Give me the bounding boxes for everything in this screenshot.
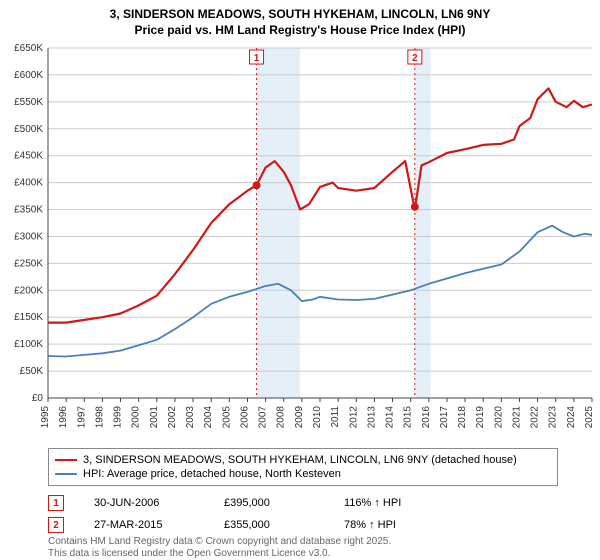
svg-text:£250K: £250K [14, 258, 43, 269]
svg-text:£600K: £600K [14, 70, 43, 81]
svg-text:2020: 2020 [493, 406, 504, 429]
svg-text:2017: 2017 [439, 406, 450, 429]
sale-price: £395,000 [224, 497, 314, 509]
svg-text:2006: 2006 [239, 406, 250, 429]
svg-text:2: 2 [412, 53, 418, 64]
svg-text:£550K: £550K [14, 97, 43, 108]
svg-text:2018: 2018 [457, 406, 468, 429]
sale-hpi: 78% ↑ HPI [344, 519, 454, 531]
attribution-line1: Contains HM Land Registry data © Crown c… [48, 536, 391, 548]
svg-text:£100K: £100K [14, 339, 43, 350]
svg-text:2011: 2011 [330, 406, 341, 428]
sale-price: £355,000 [224, 519, 314, 531]
legend-swatch [55, 473, 77, 475]
legend-swatch [55, 459, 77, 461]
svg-text:2024: 2024 [566, 406, 577, 429]
svg-text:£0: £0 [32, 393, 44, 404]
svg-text:2005: 2005 [221, 406, 232, 429]
svg-text:£300K: £300K [14, 231, 43, 242]
sale-hpi: 116% ↑ HPI [344, 497, 454, 509]
chart-title-line2: Price paid vs. HM Land Registry's House … [0, 22, 600, 38]
svg-text:£350K: £350K [14, 205, 43, 216]
svg-text:2003: 2003 [185, 406, 196, 429]
svg-text:1999: 1999 [113, 406, 124, 429]
svg-text:2004: 2004 [203, 406, 214, 429]
legend-label: HPI: Average price, detached house, Nort… [83, 468, 341, 480]
svg-text:1: 1 [254, 53, 260, 64]
chart-svg: £0 £50K £100K £150K £200K £250K £300K £350K £400… [0, 42, 600, 442]
svg-text:2022: 2022 [530, 406, 541, 429]
svg-text:£500K: £500K [14, 124, 43, 135]
sale-date: 30-JUN-2006 [94, 497, 194, 509]
svg-text:£50K: £50K [20, 366, 44, 377]
svg-text:2010: 2010 [312, 406, 323, 429]
sale-row: 1 30-JUN-2006 £395,000 116% ↑ HPI [48, 492, 558, 514]
svg-text:2014: 2014 [385, 406, 396, 429]
attribution-line2: This data is licensed under the Open Gov… [48, 548, 391, 560]
svg-text:2015: 2015 [403, 406, 414, 429]
svg-text:£200K: £200K [14, 285, 43, 296]
sale-date: 27-MAR-2015 [94, 519, 194, 531]
svg-text:2016: 2016 [421, 406, 432, 429]
svg-text:2013: 2013 [366, 406, 377, 429]
svg-text:2002: 2002 [167, 406, 178, 429]
svg-text:2019: 2019 [475, 406, 486, 429]
sale-row: 2 27-MAR-2015 £355,000 78% ↑ HPI [48, 514, 558, 536]
svg-text:2012: 2012 [348, 406, 359, 429]
svg-text:£150K: £150K [14, 312, 43, 323]
svg-text:2000: 2000 [131, 406, 142, 429]
attribution: Contains HM Land Registry data © Crown c… [48, 536, 391, 559]
svg-text:1995: 1995 [40, 406, 51, 429]
sale-marker-icon: 2 [48, 517, 64, 533]
chart-area: £0 £50K £100K £150K £200K £250K £300K £350K £400… [0, 42, 600, 442]
sale-marker-icon: 1 [48, 495, 64, 511]
svg-text:2007: 2007 [258, 406, 269, 429]
svg-text:£450K: £450K [14, 151, 43, 162]
svg-text:1998: 1998 [94, 406, 105, 429]
legend-row: 3, SINDERSON MEADOWS, SOUTH HYKEHAM, LIN… [55, 453, 551, 467]
sales-table: 1 30-JUN-2006 £395,000 116% ↑ HPI 2 27-MAR-20… [48, 492, 558, 536]
svg-text:2021: 2021 [511, 406, 522, 429]
svg-text:2008: 2008 [276, 406, 287, 429]
svg-text:1997: 1997 [76, 406, 87, 429]
legend-label: 3, SINDERSON MEADOWS, SOUTH HYKEHAM, LIN… [83, 454, 517, 466]
svg-text:1996: 1996 [58, 406, 69, 429]
svg-text:£400K: £400K [14, 178, 43, 189]
svg-text:2009: 2009 [294, 406, 305, 429]
svg-text:£650K: £650K [14, 43, 43, 54]
svg-text:2023: 2023 [548, 406, 559, 429]
legend: 3, SINDERSON MEADOWS, SOUTH HYKEHAM, LIN… [48, 448, 558, 486]
legend-row: HPI: Average price, detached house, Nort… [55, 467, 551, 481]
svg-text:2001: 2001 [149, 406, 160, 429]
svg-text:2025: 2025 [584, 406, 595, 429]
chart-title-line1: 3, SINDERSON MEADOWS, SOUTH HYKEHAM, LIN… [0, 6, 600, 22]
